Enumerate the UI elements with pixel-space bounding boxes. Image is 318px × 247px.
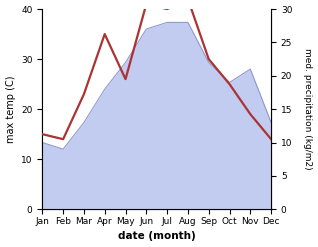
- Y-axis label: max temp (C): max temp (C): [5, 75, 16, 143]
- Y-axis label: med. precipitation (kg/m2): med. precipitation (kg/m2): [303, 48, 313, 170]
- X-axis label: date (month): date (month): [118, 231, 196, 242]
